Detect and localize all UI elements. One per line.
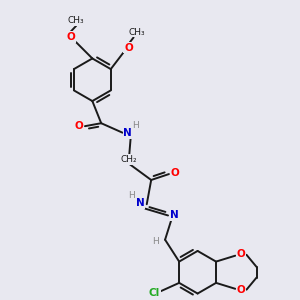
Text: CH₃: CH₃	[68, 16, 84, 25]
Text: H: H	[152, 237, 159, 246]
Text: O: O	[170, 168, 179, 178]
Text: O: O	[124, 43, 133, 52]
Text: N: N	[136, 198, 145, 208]
Text: N: N	[169, 211, 178, 220]
Text: O: O	[66, 32, 75, 42]
Text: CH₂: CH₂	[121, 155, 137, 164]
Text: CH₃: CH₃	[129, 28, 146, 37]
Text: H: H	[129, 191, 135, 200]
Text: O: O	[237, 285, 246, 295]
Text: H: H	[132, 121, 139, 130]
Text: Cl: Cl	[149, 288, 160, 298]
Text: O: O	[75, 121, 83, 131]
Text: O: O	[237, 249, 246, 259]
Text: N: N	[123, 128, 132, 138]
